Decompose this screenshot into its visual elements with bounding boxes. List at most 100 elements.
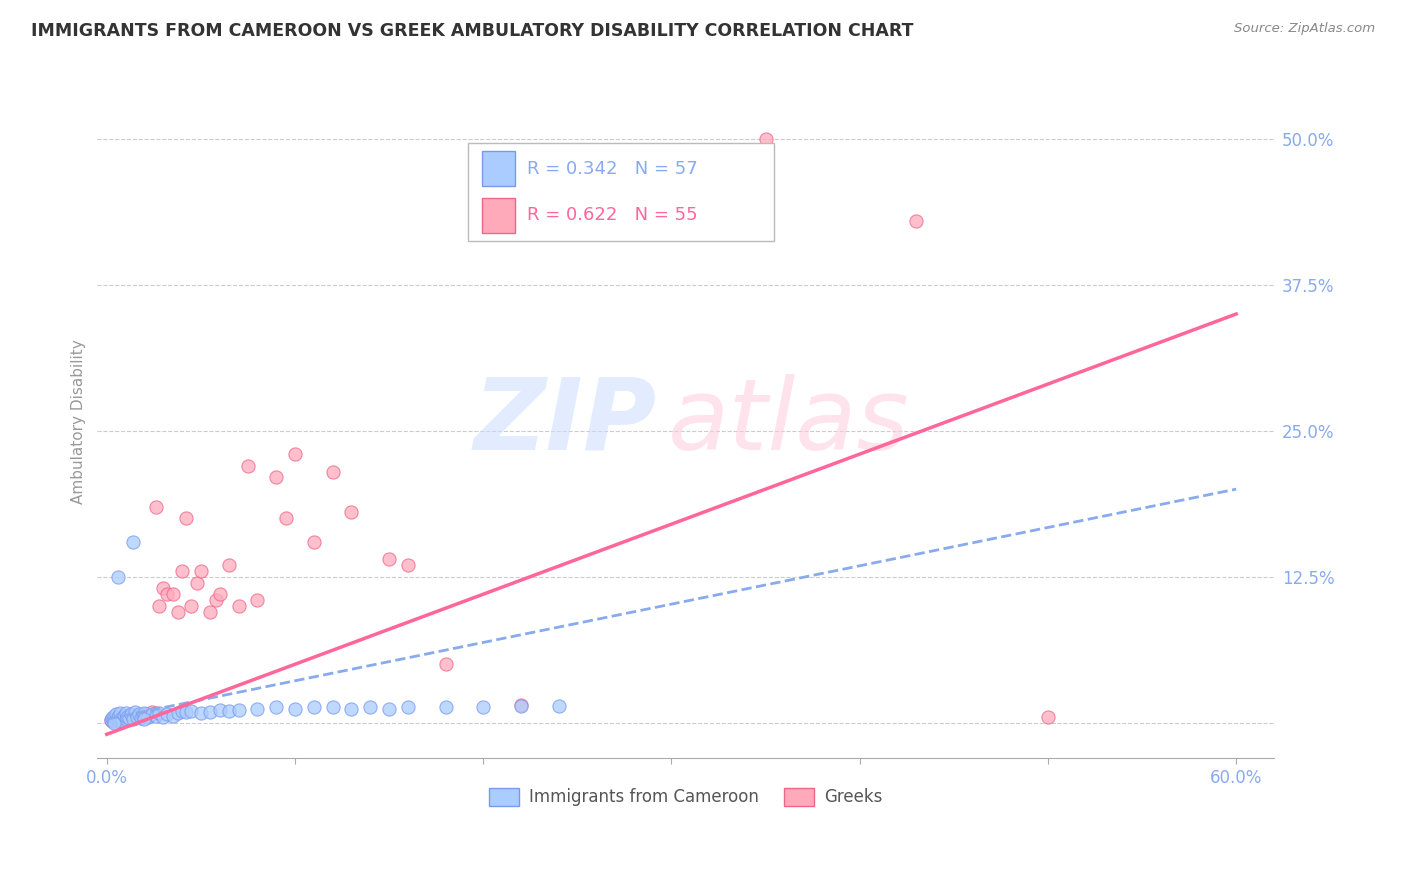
Point xyxy=(509,698,531,712)
Point xyxy=(156,707,179,722)
Point xyxy=(236,458,259,473)
Point xyxy=(122,712,145,726)
Point xyxy=(122,708,145,723)
Point xyxy=(148,706,170,721)
Point xyxy=(107,570,129,584)
Point xyxy=(162,708,184,723)
Point xyxy=(131,708,153,723)
Point xyxy=(302,534,325,549)
Point xyxy=(340,701,363,715)
Point xyxy=(107,713,129,727)
Point xyxy=(322,465,344,479)
Point xyxy=(396,700,419,714)
Point xyxy=(103,708,125,723)
Point xyxy=(180,599,202,613)
Point xyxy=(200,605,222,619)
Point xyxy=(117,710,139,724)
Point xyxy=(208,703,231,717)
Point xyxy=(108,706,131,721)
Text: R = 0.622   N = 55: R = 0.622 N = 55 xyxy=(527,206,697,224)
Point xyxy=(108,711,131,725)
Point xyxy=(122,534,145,549)
Point xyxy=(218,558,240,572)
Point xyxy=(156,587,179,601)
Point xyxy=(125,710,148,724)
Point xyxy=(101,714,124,729)
Point xyxy=(100,713,122,727)
Point xyxy=(128,707,150,722)
Point xyxy=(205,593,228,607)
Text: IMMIGRANTS FROM CAMEROON VS GREEK AMBULATORY DISABILITY CORRELATION CHART: IMMIGRANTS FROM CAMEROON VS GREEK AMBULA… xyxy=(31,22,914,40)
Point xyxy=(112,708,135,723)
Point xyxy=(136,710,159,724)
Point xyxy=(284,701,307,715)
Point xyxy=(134,707,156,722)
Point xyxy=(105,711,128,725)
Point xyxy=(162,587,184,601)
Point xyxy=(472,700,495,714)
Point xyxy=(101,711,124,725)
Point xyxy=(107,710,129,724)
Point xyxy=(905,213,928,227)
Point xyxy=(120,707,142,722)
FancyBboxPatch shape xyxy=(468,144,773,241)
Point xyxy=(359,700,381,714)
Point xyxy=(108,712,131,726)
Point xyxy=(111,714,134,729)
Bar xyxy=(482,152,515,186)
Point xyxy=(129,711,152,725)
Point xyxy=(228,599,250,613)
Point xyxy=(120,711,142,725)
Point xyxy=(111,711,134,725)
Point xyxy=(190,706,212,721)
Point xyxy=(186,575,208,590)
Point xyxy=(274,511,297,525)
Point xyxy=(167,605,190,619)
Point xyxy=(114,712,136,726)
Bar xyxy=(482,198,515,233)
Point xyxy=(152,582,174,596)
Point xyxy=(264,700,287,714)
Point xyxy=(141,707,163,722)
Point xyxy=(100,713,122,727)
Point xyxy=(378,552,401,566)
Point xyxy=(118,710,141,724)
Point xyxy=(103,712,125,726)
Point xyxy=(105,713,128,727)
Point xyxy=(134,706,156,721)
Point xyxy=(264,470,287,484)
Y-axis label: Ambulatory Disability: Ambulatory Disability xyxy=(72,340,86,504)
Point xyxy=(434,700,457,714)
Point xyxy=(170,704,193,718)
Point xyxy=(174,705,197,719)
Point xyxy=(322,700,344,714)
Point xyxy=(170,564,193,578)
Point xyxy=(105,712,128,726)
Point xyxy=(174,511,197,525)
Point xyxy=(118,711,141,725)
Text: Source: ZipAtlas.com: Source: ZipAtlas.com xyxy=(1234,22,1375,36)
Point xyxy=(117,712,139,726)
Point xyxy=(105,707,128,722)
Point xyxy=(152,710,174,724)
Point xyxy=(112,710,135,724)
Point xyxy=(190,564,212,578)
Legend: Immigrants from Cameroon, Greeks: Immigrants from Cameroon, Greeks xyxy=(482,781,889,814)
Point xyxy=(228,703,250,717)
Point xyxy=(114,711,136,725)
Point xyxy=(114,706,136,721)
Point xyxy=(200,705,222,719)
Point xyxy=(111,712,134,726)
Point xyxy=(1036,710,1059,724)
Point xyxy=(103,715,125,730)
Point xyxy=(124,711,146,725)
Point xyxy=(145,500,167,514)
Point xyxy=(134,712,156,726)
Point xyxy=(396,558,419,572)
Point xyxy=(246,701,269,715)
Point xyxy=(547,699,569,714)
Point xyxy=(167,706,190,721)
Point xyxy=(145,708,167,723)
Text: atlas: atlas xyxy=(668,374,910,470)
Point xyxy=(218,704,240,718)
